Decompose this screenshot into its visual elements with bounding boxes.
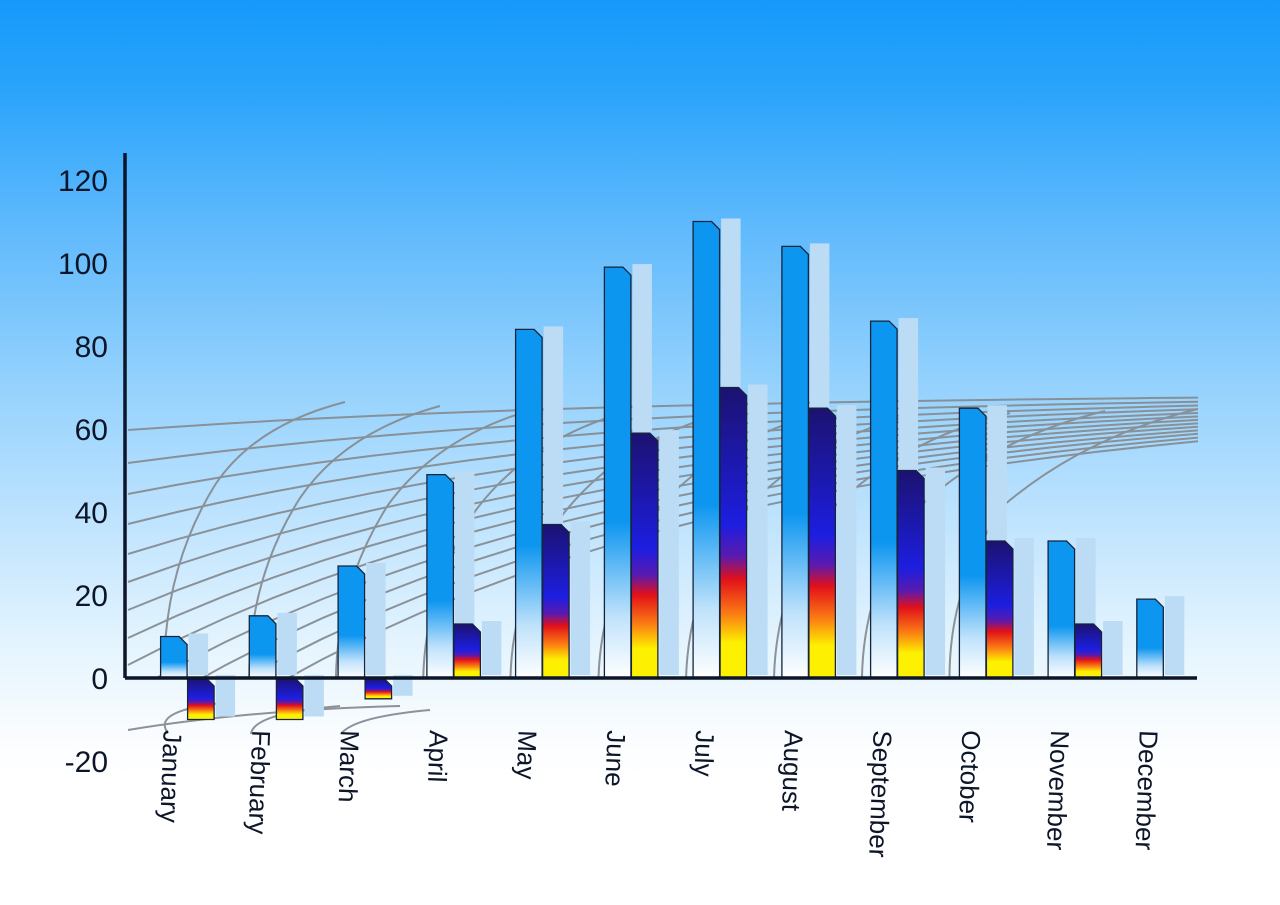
svg-text:May: May [511,730,543,780]
svg-text:January: January [154,730,187,823]
svg-text:March: March [333,730,366,803]
svg-text:60: 60 [75,414,108,447]
svg-text:November: November [1041,730,1075,851]
svg-text:July: July [688,730,720,777]
svg-text:20: 20 [75,580,108,613]
svg-text:100: 100 [58,248,108,281]
svg-text:April: April [422,730,454,783]
svg-text:120: 120 [58,165,108,198]
svg-text:June: June [599,730,631,787]
svg-text:0: 0 [91,663,108,696]
svg-text:September: September [863,730,897,858]
svg-text:February: February [243,730,277,835]
svg-text:December: December [1130,730,1164,851]
svg-text:August: August [776,730,809,813]
svg-text:-20: -20 [65,746,108,779]
svg-text:40: 40 [75,497,108,530]
svg-text:October: October [953,730,986,824]
svg-text:80: 80 [75,331,108,364]
